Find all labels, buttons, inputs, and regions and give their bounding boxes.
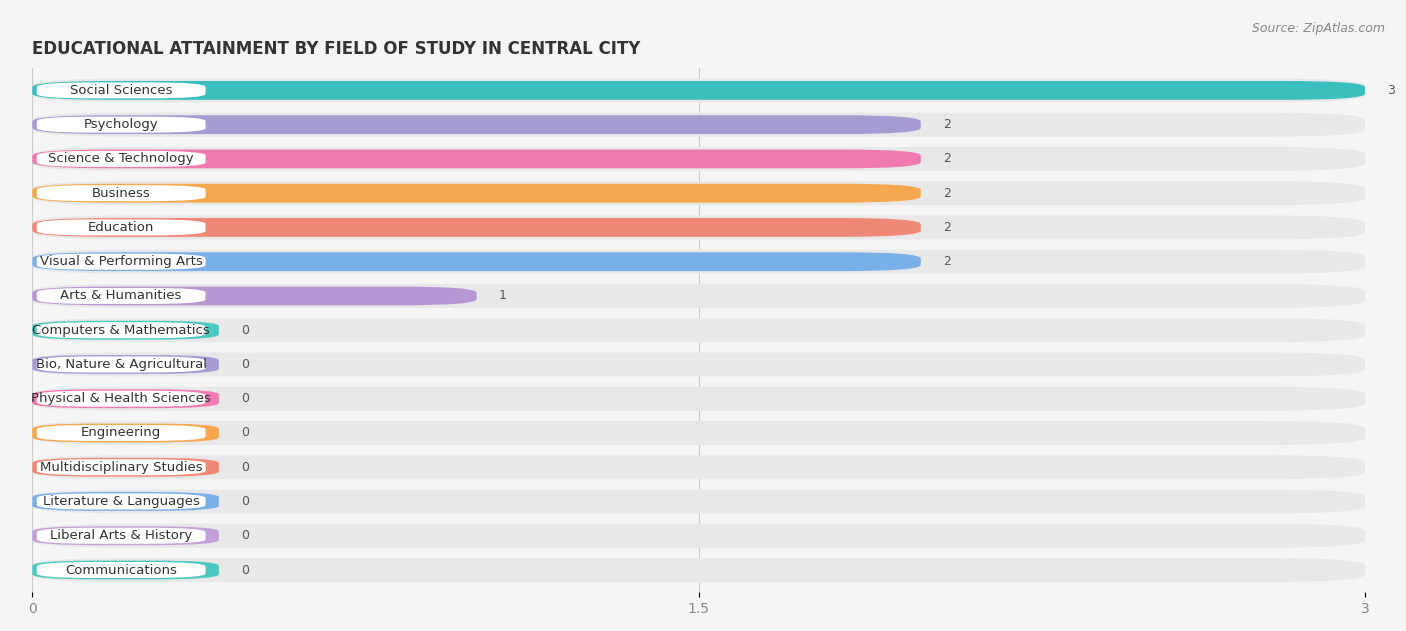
Text: 2: 2 — [943, 118, 950, 131]
FancyBboxPatch shape — [37, 254, 205, 269]
Text: 1: 1 — [499, 290, 506, 302]
FancyBboxPatch shape — [32, 215, 1365, 239]
FancyBboxPatch shape — [37, 220, 205, 235]
FancyBboxPatch shape — [32, 526, 219, 545]
Text: Source: ZipAtlas.com: Source: ZipAtlas.com — [1251, 22, 1385, 35]
FancyBboxPatch shape — [32, 353, 1365, 377]
FancyBboxPatch shape — [32, 252, 921, 271]
FancyBboxPatch shape — [32, 355, 219, 374]
Text: Business: Business — [91, 187, 150, 199]
FancyBboxPatch shape — [32, 250, 1365, 274]
Text: 0: 0 — [240, 495, 249, 508]
FancyBboxPatch shape — [37, 117, 205, 133]
Text: Social Sciences: Social Sciences — [70, 84, 173, 97]
Text: Liberal Arts & History: Liberal Arts & History — [51, 529, 193, 542]
Text: Arts & Humanities: Arts & Humanities — [60, 290, 181, 302]
Text: 0: 0 — [240, 324, 249, 337]
FancyBboxPatch shape — [32, 150, 921, 168]
Text: 0: 0 — [240, 358, 249, 371]
FancyBboxPatch shape — [32, 147, 1365, 171]
FancyBboxPatch shape — [32, 458, 219, 476]
FancyBboxPatch shape — [32, 387, 1365, 411]
FancyBboxPatch shape — [37, 185, 205, 201]
FancyBboxPatch shape — [32, 284, 1365, 308]
FancyBboxPatch shape — [37, 459, 205, 475]
FancyBboxPatch shape — [32, 421, 1365, 445]
Text: 2: 2 — [943, 187, 950, 199]
FancyBboxPatch shape — [37, 528, 205, 544]
FancyBboxPatch shape — [32, 524, 1365, 548]
FancyBboxPatch shape — [32, 490, 1365, 514]
FancyBboxPatch shape — [32, 218, 921, 237]
FancyBboxPatch shape — [32, 184, 921, 203]
Text: 2: 2 — [943, 255, 950, 268]
Text: Education: Education — [89, 221, 155, 234]
FancyBboxPatch shape — [32, 318, 1365, 342]
FancyBboxPatch shape — [37, 493, 205, 509]
FancyBboxPatch shape — [37, 322, 205, 338]
Text: Computers & Mathematics: Computers & Mathematics — [32, 324, 209, 337]
FancyBboxPatch shape — [37, 357, 205, 372]
FancyBboxPatch shape — [32, 181, 1365, 205]
Text: 0: 0 — [240, 529, 249, 542]
Text: Communications: Communications — [65, 563, 177, 577]
Text: 0: 0 — [240, 427, 249, 439]
FancyBboxPatch shape — [37, 391, 205, 407]
Text: Multidisciplinary Studies: Multidisciplinary Studies — [39, 461, 202, 474]
FancyBboxPatch shape — [37, 425, 205, 441]
Text: Science & Technology: Science & Technology — [48, 153, 194, 165]
Text: 3: 3 — [1388, 84, 1395, 97]
Text: 2: 2 — [943, 153, 950, 165]
FancyBboxPatch shape — [37, 288, 205, 304]
FancyBboxPatch shape — [32, 423, 219, 442]
FancyBboxPatch shape — [32, 558, 1365, 582]
Text: Engineering: Engineering — [82, 427, 162, 439]
FancyBboxPatch shape — [32, 389, 219, 408]
FancyBboxPatch shape — [32, 78, 1365, 102]
FancyBboxPatch shape — [32, 492, 219, 511]
FancyBboxPatch shape — [32, 115, 921, 134]
Text: Physical & Health Sciences: Physical & Health Sciences — [31, 392, 211, 405]
Text: 2: 2 — [943, 221, 950, 234]
FancyBboxPatch shape — [32, 286, 477, 305]
Text: 0: 0 — [240, 392, 249, 405]
FancyBboxPatch shape — [37, 562, 205, 578]
Text: 0: 0 — [240, 563, 249, 577]
FancyBboxPatch shape — [32, 321, 219, 339]
FancyBboxPatch shape — [37, 83, 205, 98]
Text: EDUCATIONAL ATTAINMENT BY FIELD OF STUDY IN CENTRAL CITY: EDUCATIONAL ATTAINMENT BY FIELD OF STUDY… — [32, 40, 641, 58]
Text: Literature & Languages: Literature & Languages — [42, 495, 200, 508]
FancyBboxPatch shape — [32, 560, 219, 579]
FancyBboxPatch shape — [32, 81, 1365, 100]
FancyBboxPatch shape — [32, 455, 1365, 479]
Text: 0: 0 — [240, 461, 249, 474]
Text: Bio, Nature & Agricultural: Bio, Nature & Agricultural — [35, 358, 207, 371]
Text: Psychology: Psychology — [84, 118, 159, 131]
FancyBboxPatch shape — [37, 151, 205, 167]
FancyBboxPatch shape — [32, 113, 1365, 137]
Text: Visual & Performing Arts: Visual & Performing Arts — [39, 255, 202, 268]
